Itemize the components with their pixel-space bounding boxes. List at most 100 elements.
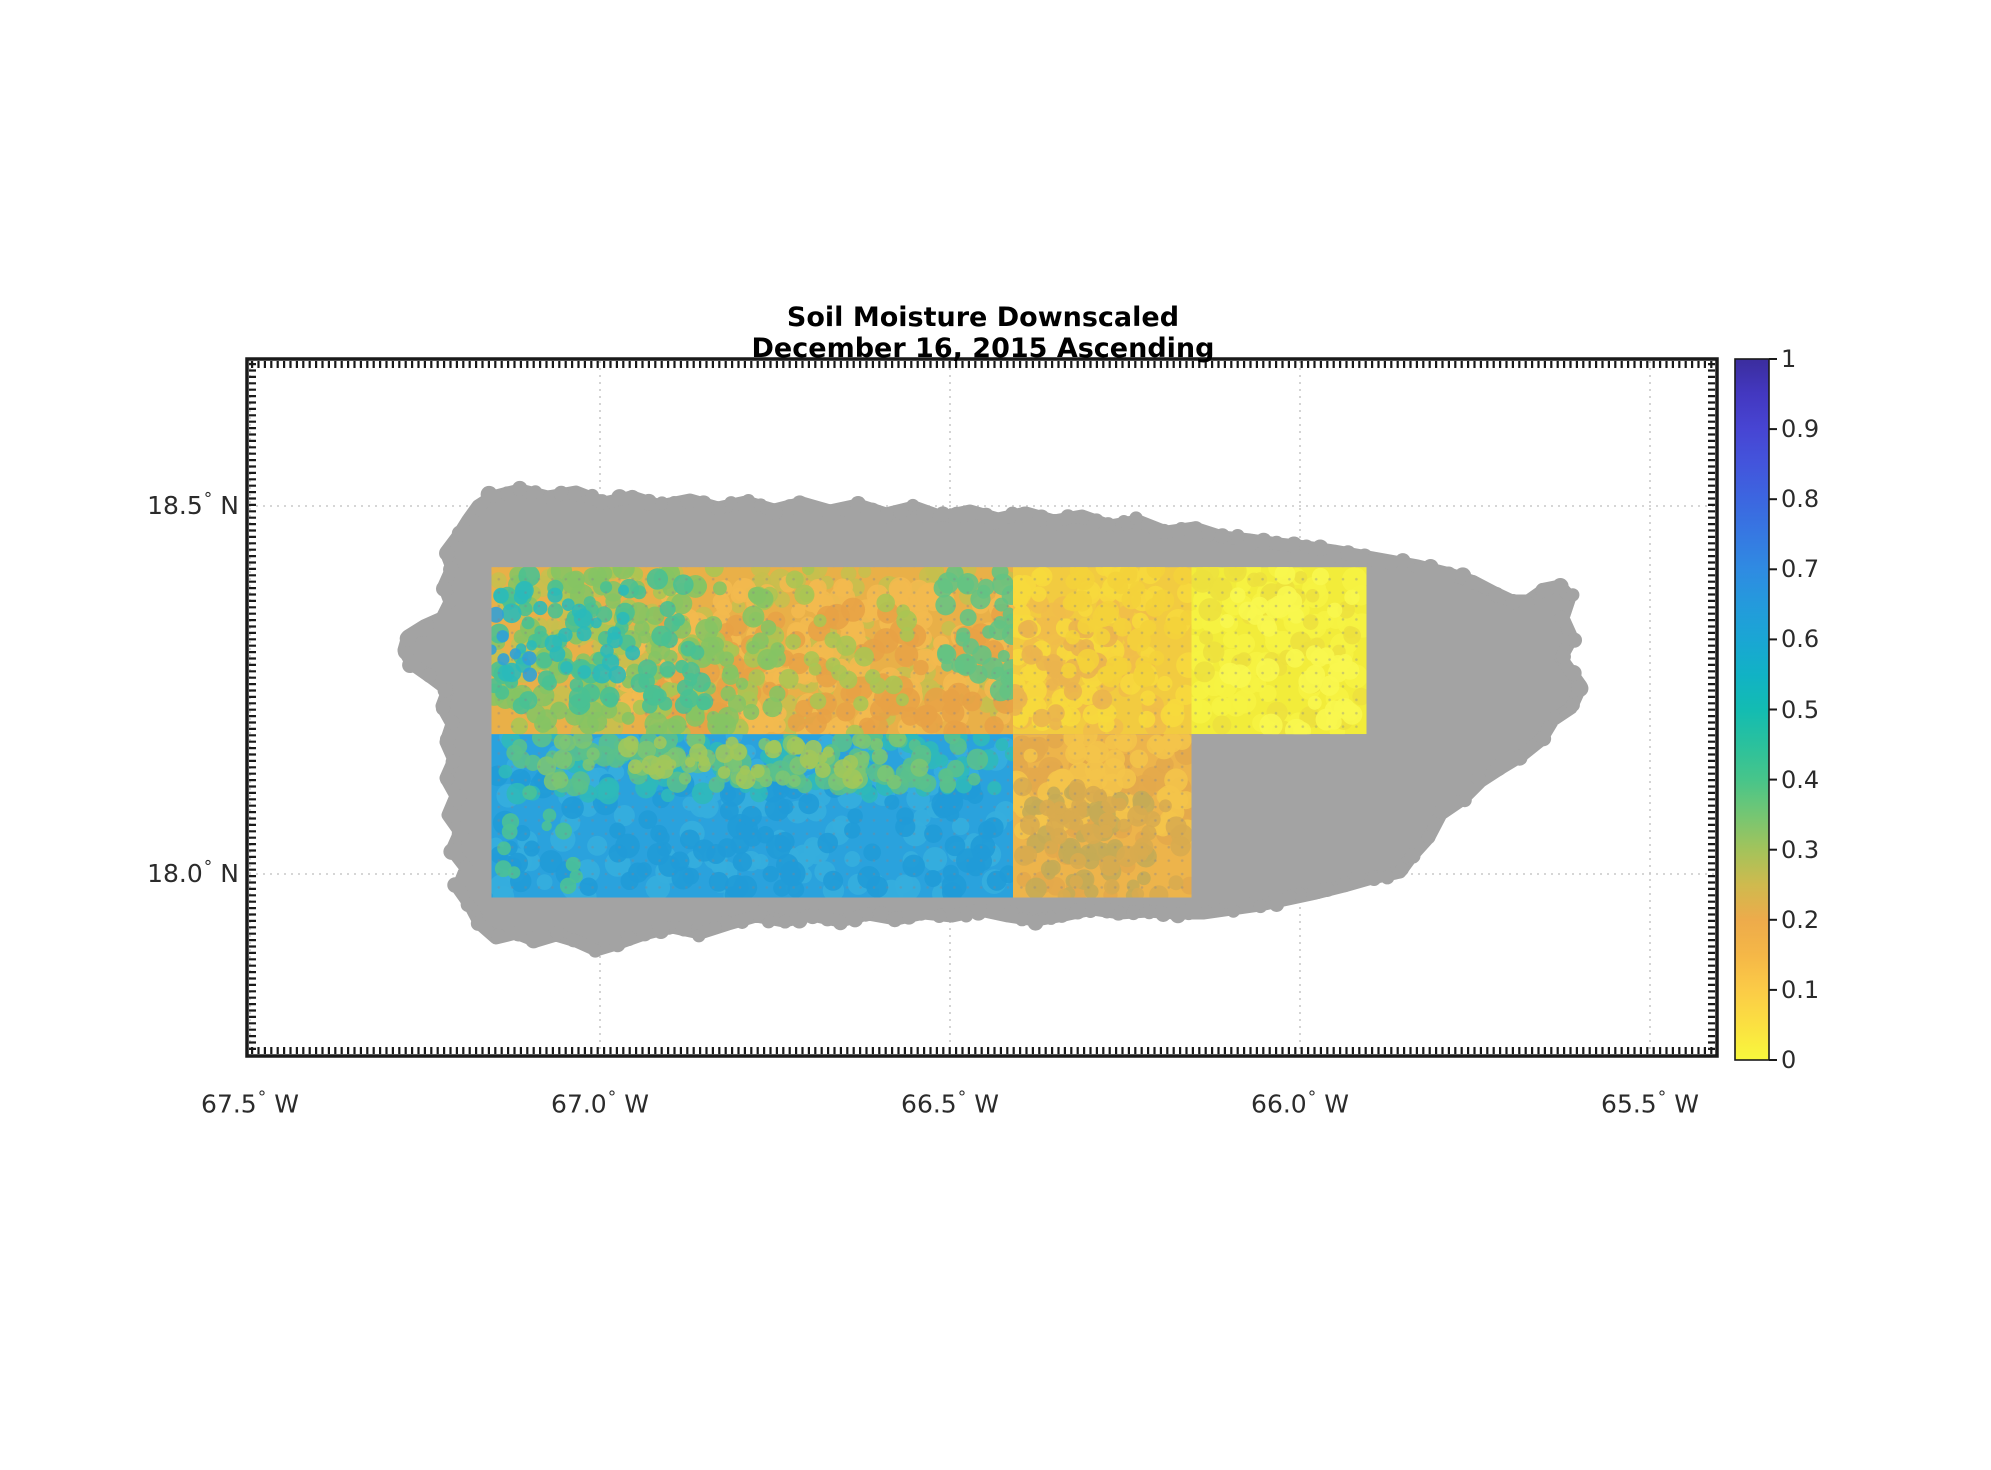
coast-dot (1032, 509, 1050, 527)
coast-dot (1465, 574, 1480, 590)
coast-dot (1309, 882, 1326, 899)
coast-dot (499, 486, 515, 501)
y-tick-18-5n: 18.5° N (147, 489, 239, 520)
coast-dot (1253, 899, 1268, 914)
coast-dot (435, 701, 451, 716)
coast-dot (791, 912, 808, 929)
coast-dot (611, 489, 628, 506)
coast-dot (1433, 804, 1449, 820)
coast-dot (1394, 553, 1411, 569)
coast-dot (397, 643, 414, 660)
coast-dot (850, 496, 867, 512)
coast-dot (1519, 595, 1535, 611)
coast-dot (741, 494, 756, 508)
coast-dot (542, 490, 557, 505)
coast-dot (1069, 903, 1086, 920)
coast-dot (471, 500, 487, 516)
coast-dot (415, 620, 433, 638)
coast-dot (986, 903, 1002, 919)
colorbar-tick-1-0: 1 (1781, 345, 1797, 373)
coast-dot (1211, 903, 1226, 917)
coast-dot (1269, 535, 1284, 551)
colorbar-tick-0-1: 0.1 (1781, 976, 1820, 1004)
colorbar-tick-0-7: 0.7 (1781, 555, 1820, 583)
coast-dot (948, 506, 966, 524)
coast-dot (916, 506, 934, 523)
coast-dot (443, 843, 460, 860)
coast-dot (761, 914, 776, 929)
coast-dot (1535, 582, 1551, 598)
coast-dot (480, 485, 498, 503)
coast-dot (1366, 552, 1382, 567)
coast-dot (1044, 911, 1058, 925)
chart-title-line1: Soil Moisture Downscaled (786, 302, 1180, 333)
coast-dot (1155, 906, 1172, 922)
region-dot-grid (1013, 734, 1192, 898)
colorbar-tick-0-8: 0.8 (1781, 485, 1820, 513)
coast-dot (451, 824, 469, 842)
coast-dot (1226, 904, 1240, 918)
coast-dot (439, 731, 456, 748)
coast-dot (1555, 649, 1571, 665)
coast-dot (512, 480, 528, 497)
coast-dot (1126, 905, 1141, 921)
coast-dot (1214, 528, 1230, 544)
coast-dot (1326, 545, 1343, 563)
colorbar-tick-0-2: 0.2 (1781, 906, 1820, 934)
coast-dot (624, 489, 641, 506)
coast-dot (1082, 902, 1098, 918)
coast-dot (449, 789, 467, 807)
coast-dot (959, 908, 974, 923)
coast-dot (1088, 513, 1104, 529)
coast-dot (1027, 914, 1044, 931)
coast-dot (750, 905, 767, 922)
coast-dot (436, 580, 452, 597)
coast-dot (1566, 588, 1580, 602)
coast-dot (463, 510, 478, 526)
coast-dot (900, 907, 918, 925)
plot-border (245, 357, 1719, 1058)
coast-dot (945, 907, 959, 921)
coast-dot (1395, 862, 1409, 877)
coast-dot (863, 502, 881, 520)
coast-dot (735, 914, 750, 929)
coast-dot (1283, 889, 1297, 903)
chart-title-line2: December 16, 2015 Ascending (751, 333, 1215, 364)
x-tick-66-0w: 66.0° W (1251, 1088, 1349, 1119)
x-tick-67-5w: 67.5° W (201, 1088, 299, 1119)
coast-dot (1552, 578, 1569, 595)
colorbar-tick-0-9: 0.9 (1781, 415, 1820, 443)
coast-dot (822, 505, 840, 523)
coast-dot (1337, 877, 1353, 893)
coast-dot (588, 943, 603, 958)
coast-dot (1380, 870, 1395, 885)
data-region-swath-northwest (491, 567, 1013, 735)
coast-dot (1005, 506, 1020, 522)
coast-dot (1299, 539, 1314, 554)
coast-dot (609, 936, 626, 953)
coast-dot (1489, 759, 1507, 777)
colorbar-tick-0-6: 0.6 (1781, 625, 1820, 653)
coast-dot (1076, 511, 1091, 526)
coast-dot (1565, 664, 1582, 682)
region-dot-grid (1191, 567, 1367, 735)
coast-dot (667, 496, 681, 510)
coast-dot (804, 908, 821, 925)
coast-dot (655, 496, 669, 511)
coast-dot (1340, 545, 1356, 562)
coast-dot (1016, 506, 1033, 524)
coast-dot (402, 657, 419, 674)
coast-dot (528, 485, 543, 499)
data-region-swath-southwest (491, 734, 1013, 898)
coast-dot (442, 594, 458, 609)
coast-dot (695, 495, 712, 513)
data-region-swath-north-central (1013, 567, 1192, 735)
coast-dot (1002, 905, 1019, 922)
coast-dot (1117, 515, 1131, 529)
coast-dot (491, 928, 506, 942)
coast-dot (692, 928, 706, 943)
coast-dot (594, 494, 610, 510)
coast-dot (1230, 528, 1245, 543)
coast-dot (525, 931, 542, 949)
